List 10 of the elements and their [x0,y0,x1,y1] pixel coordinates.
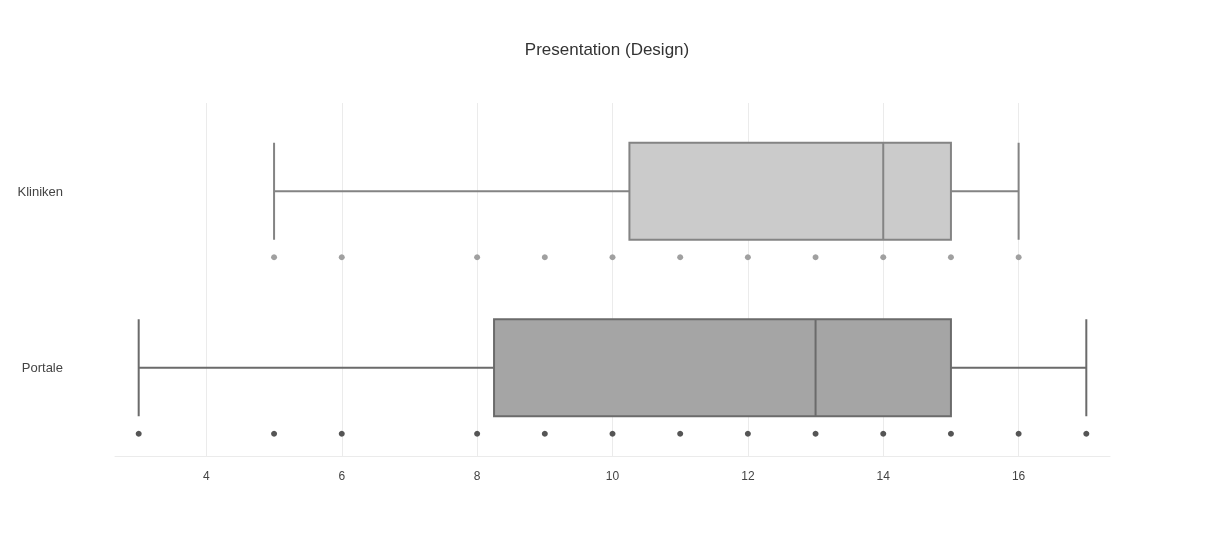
x-tick-label: 6 [338,469,346,483]
x-tick-label: 14 [876,469,891,483]
y-tick-label: Kliniken [17,183,63,199]
y-tick-label: Portale [21,360,63,376]
x-tick-label: 8 [473,469,481,483]
x-tick-label: 16 [1011,469,1026,483]
x-tick-label: 12 [741,469,755,483]
x-tick-label: 10 [605,469,620,483]
chart-title: Presentation (Design) [524,40,690,59]
x-tick-label: 4 [203,469,211,483]
